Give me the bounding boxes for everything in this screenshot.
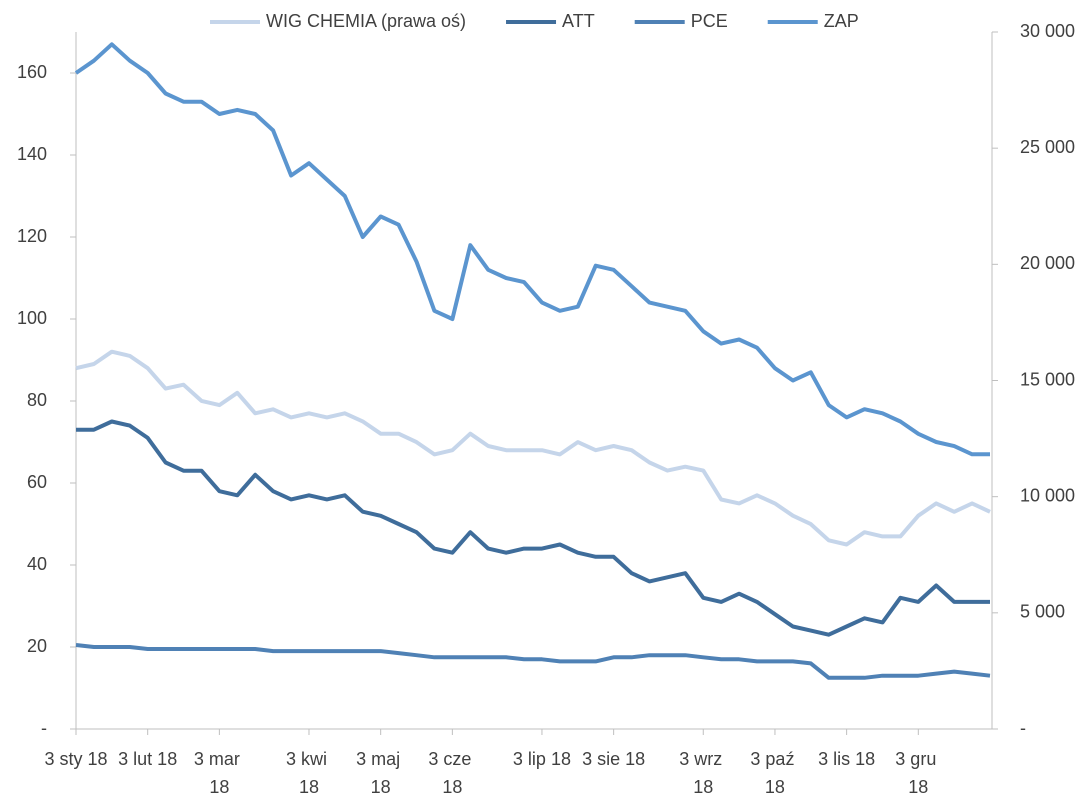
legend-label: ZAP xyxy=(824,11,859,31)
x-tick-label: 3 lip 18 xyxy=(513,749,571,769)
y2-tick-label: 10 000 xyxy=(1020,485,1075,505)
y-tick-label: 20 xyxy=(27,636,47,656)
y-tick-label: 100 xyxy=(17,308,47,328)
x-tick-label: 3 sie 18 xyxy=(582,749,645,769)
x-tick-label: 3 lis 18 xyxy=(818,749,875,769)
x-tick-label: 3 gru 18 xyxy=(895,749,941,797)
x-tick-label: 3 lut 18 xyxy=(118,749,177,769)
series-line xyxy=(75,643,991,680)
y2-tick-label: 30 000 xyxy=(1020,21,1075,41)
series-line xyxy=(75,349,991,547)
y2-tick-label: 5 000 xyxy=(1020,602,1065,622)
x-tick-label: 3 maj 18 xyxy=(356,749,405,797)
y2-tick-label: - xyxy=(1020,718,1026,738)
x-tick-label: 3 wrz 18 xyxy=(679,749,727,797)
y2-tick-label: 20 000 xyxy=(1020,253,1075,273)
y-tick-label: 40 xyxy=(27,554,47,574)
y-tick-label: - xyxy=(41,718,47,738)
x-tick-label: 3 mar 18 xyxy=(194,749,245,797)
legend-label: WIG CHEMIA (prawa oś) xyxy=(266,11,466,31)
x-tick-label: 3 sty 18 xyxy=(44,749,107,769)
series-line xyxy=(76,419,990,637)
series-line xyxy=(74,42,990,457)
y-tick-label: 80 xyxy=(27,390,47,410)
y2-tick-label: 25 000 xyxy=(1020,137,1075,157)
y-tick-label: 140 xyxy=(17,144,47,164)
y2-tick-label: 15 000 xyxy=(1020,369,1075,389)
legend-label: ATT xyxy=(562,11,595,31)
x-tick-label: 3 cze 18 xyxy=(428,749,476,797)
x-tick-label: 3 paź 18 xyxy=(750,749,799,797)
y-tick-label: 120 xyxy=(17,226,47,246)
legend-label: PCE xyxy=(691,11,728,31)
y-tick-label: 60 xyxy=(27,472,47,492)
x-tick-label: 3 kwi 18 xyxy=(286,749,332,797)
y-tick-label: 160 xyxy=(17,62,47,82)
